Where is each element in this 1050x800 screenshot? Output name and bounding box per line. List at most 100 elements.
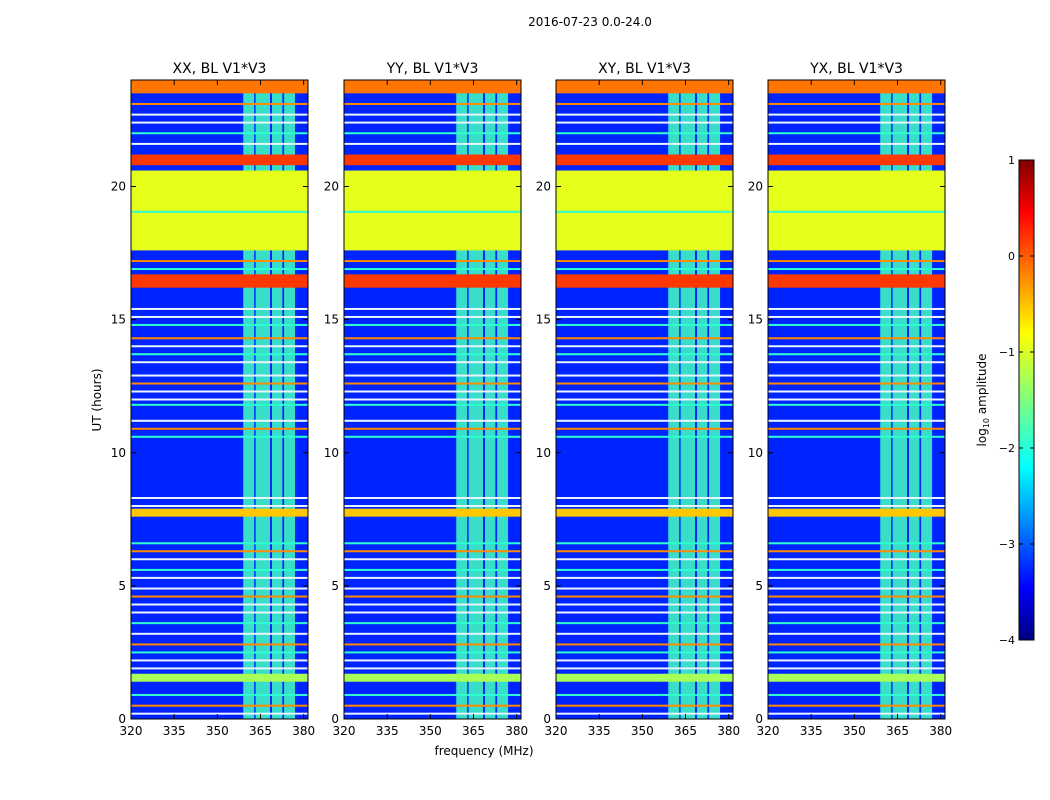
rfi-line	[344, 102, 521, 105]
rfi-line	[556, 382, 733, 385]
rfi-line	[768, 505, 945, 507]
rfi-line	[768, 704, 945, 707]
rfi-line	[131, 323, 308, 326]
colorbar-tick-label: −2	[999, 442, 1015, 455]
rfi-line	[344, 712, 521, 715]
rfi-line	[556, 587, 733, 590]
y-tick-label: 15	[748, 313, 763, 327]
rfi-line	[344, 113, 521, 116]
y-tick-label: 10	[324, 446, 339, 460]
x-tick-label: 380	[717, 724, 740, 738]
y-tick-label: 20	[324, 180, 339, 194]
rfi-line	[344, 121, 521, 124]
rfi-line	[344, 611, 521, 614]
rfi-line	[768, 595, 945, 598]
axes-frame	[343, 79, 522, 720]
rfi-line	[768, 102, 945, 105]
x-tick-label: 380	[929, 724, 952, 738]
rfi-line	[344, 337, 521, 340]
rfi-line	[556, 632, 733, 635]
rfi-line	[131, 210, 308, 213]
rfi-line	[131, 667, 308, 670]
rfi-line	[556, 611, 733, 614]
colorbar-tick-label: 1	[1008, 154, 1015, 167]
rfi-line	[556, 210, 733, 213]
rfi-line	[131, 403, 308, 406]
rfi-line	[768, 210, 945, 213]
y-tick-label: 0	[755, 712, 763, 726]
panel-4: YX, BL V1*V3 320 335 350 365 380 0 5 10 15 20	[748, 61, 952, 738]
x-tick-label: 350	[206, 724, 229, 738]
rfi-line	[131, 550, 308, 553]
flagged-block	[344, 274, 521, 288]
rfi-line	[344, 427, 521, 430]
rfi-line	[768, 712, 945, 715]
rfi-line	[768, 113, 945, 116]
rfi-line	[131, 315, 308, 318]
rfi-line	[131, 268, 308, 271]
x-tick-label: 380	[505, 724, 528, 738]
rfi-line	[768, 323, 945, 326]
rfi-line	[344, 315, 521, 318]
rfi-line	[131, 121, 308, 124]
rfi-line	[768, 587, 945, 590]
x-tick-label: 320	[333, 724, 356, 738]
flagged-block	[131, 170, 308, 251]
rfi-line	[131, 632, 308, 635]
rfi-line	[556, 142, 733, 145]
rfi-line	[131, 382, 308, 385]
rfi-line	[768, 374, 945, 377]
flagged-block	[344, 80, 521, 94]
x-tick-label: 365	[249, 724, 272, 738]
rfi-line	[131, 603, 308, 606]
rfi-line	[344, 345, 521, 348]
rfi-line	[768, 550, 945, 553]
rfi-line	[556, 542, 733, 545]
x-tick-label: 320	[757, 724, 780, 738]
rfi-line	[768, 345, 945, 348]
rfi-line	[768, 382, 945, 385]
y-tick-label: 0	[543, 712, 551, 726]
axes-frame	[767, 79, 946, 720]
rfi-line	[344, 505, 521, 507]
rfi-line	[768, 398, 945, 401]
rfi-line	[131, 345, 308, 348]
rfi-line	[344, 568, 521, 571]
x-tick-label: 365	[674, 724, 697, 738]
rfi-line	[131, 595, 308, 598]
rfi-line	[344, 353, 521, 356]
rfi-line	[556, 497, 733, 500]
colorbar-tick-label: −4	[999, 634, 1015, 647]
rfi-line	[131, 622, 308, 625]
rfi-line	[556, 427, 733, 430]
colorbar-tick-label: 0	[1008, 250, 1015, 263]
rfi-line	[131, 643, 308, 646]
y-tick-label: 15	[111, 313, 126, 327]
rfi-line	[768, 497, 945, 500]
rfi-line	[344, 542, 521, 545]
rfi-line	[556, 398, 733, 401]
rfi-line	[556, 307, 733, 310]
rfi-line	[131, 142, 308, 145]
rfi-line	[344, 307, 521, 310]
flagged-block	[768, 508, 945, 517]
rfi-line	[556, 121, 733, 124]
x-tick-label: 335	[376, 724, 399, 738]
rfi-line	[768, 353, 945, 356]
rfi-line	[556, 113, 733, 116]
rfi-line	[131, 659, 308, 662]
rfi-line	[556, 576, 733, 579]
rfi-line	[556, 353, 733, 356]
rfi-line	[344, 659, 521, 662]
rfi-line	[344, 622, 521, 625]
y-tick-label: 15	[324, 313, 339, 327]
x-tick-label: 380	[292, 724, 315, 738]
rfi-line	[344, 419, 521, 422]
figure-title: 2016-07-23 0.0-24.0	[528, 15, 652, 29]
rfi-line	[556, 603, 733, 606]
y-tick-label: 5	[118, 579, 126, 593]
rfi-line	[556, 315, 733, 318]
axes-frame	[130, 79, 309, 720]
x-tick-label: 365	[462, 724, 485, 738]
